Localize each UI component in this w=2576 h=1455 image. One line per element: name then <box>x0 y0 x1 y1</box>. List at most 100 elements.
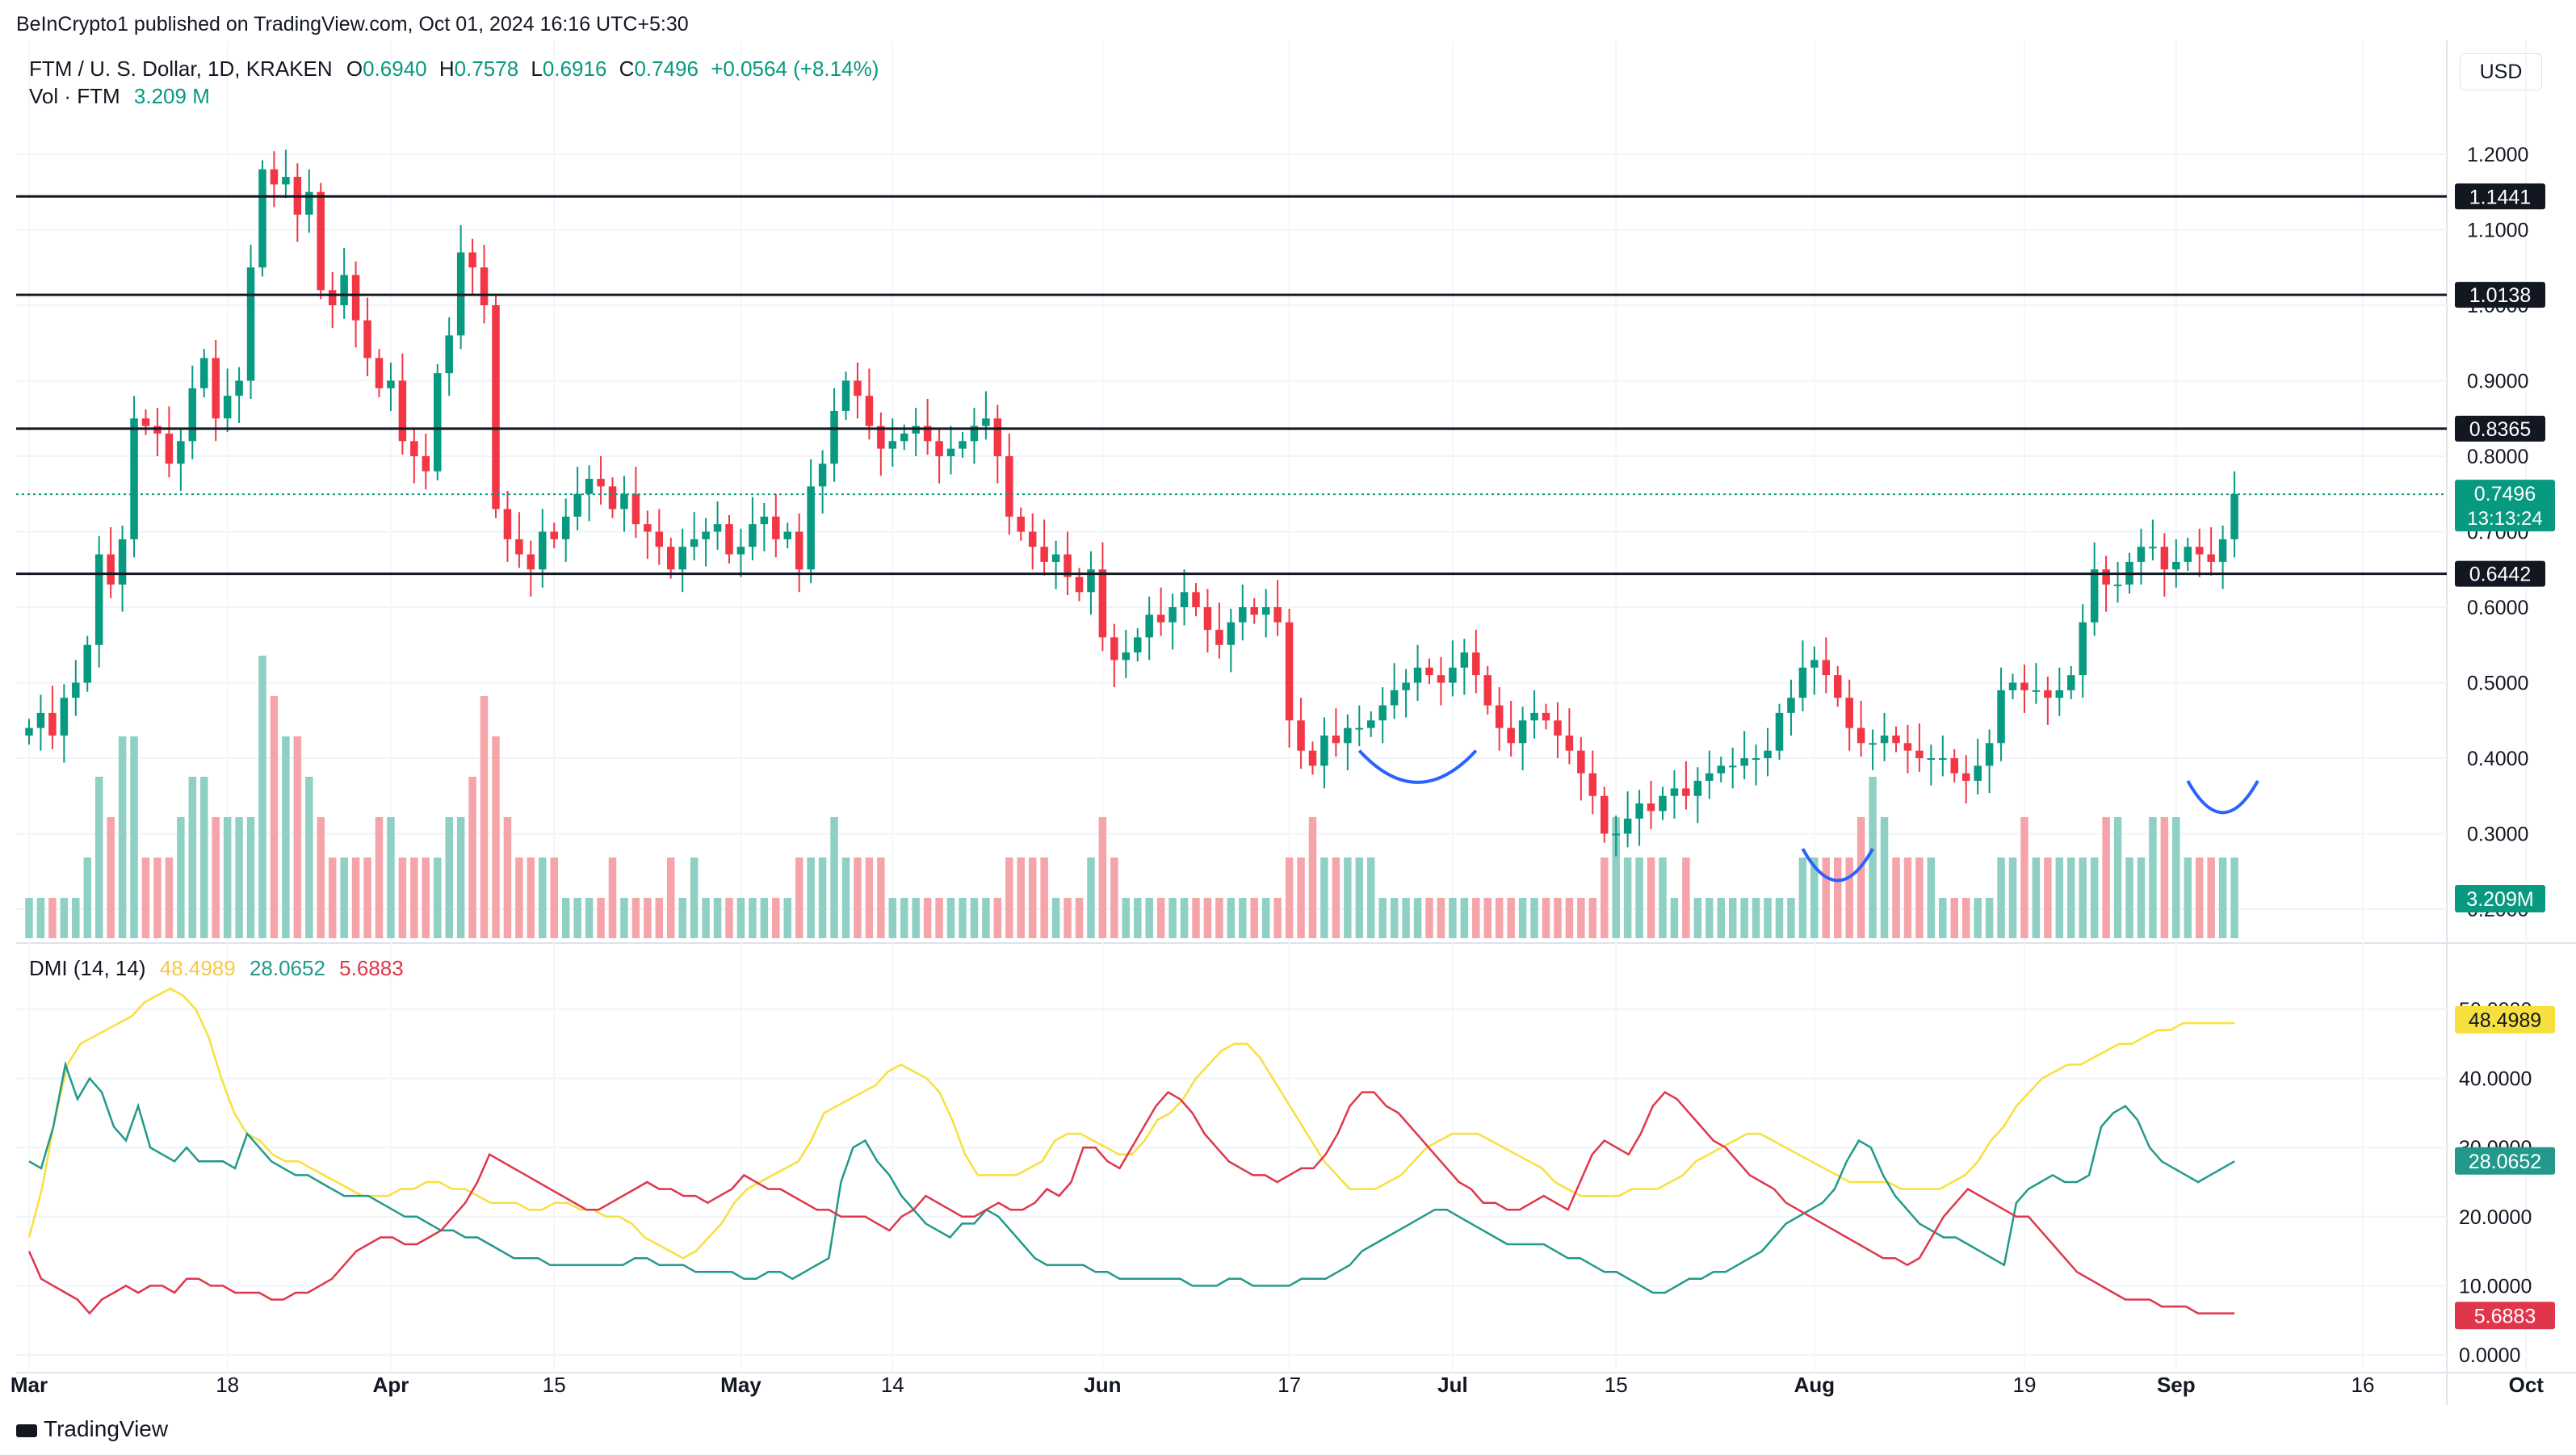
last-price-label: 0.7496 <box>2474 483 2536 505</box>
volume-bar <box>725 898 733 938</box>
volume-bar <box>1927 857 1936 938</box>
currency-button[interactable]: USD <box>2460 53 2542 90</box>
candle-body <box>865 396 874 426</box>
candle-body <box>1087 569 1095 593</box>
volume-bar <box>550 857 558 938</box>
candle-body <box>2160 547 2169 570</box>
candle-body <box>1250 607 1258 615</box>
candle-body <box>282 177 290 185</box>
volume-bar <box>1168 898 1177 938</box>
candle-body <box>1261 607 1270 615</box>
candle-body <box>1752 758 1760 760</box>
candle-body <box>749 524 757 547</box>
candle-body <box>1413 667 1422 683</box>
volume-bar <box>1110 857 1118 938</box>
volume-bar <box>468 777 476 938</box>
high-label: H <box>438 57 455 81</box>
candle-body <box>678 547 686 570</box>
tradingview-brand[interactable]: TradingView <box>16 1416 168 1442</box>
volume-bar <box>1518 898 1527 938</box>
candle-body <box>620 493 628 509</box>
candle-body <box>783 531 791 539</box>
volume-bar <box>1961 898 1970 938</box>
volume-bar <box>818 857 827 938</box>
candle-body <box>1822 660 1831 676</box>
volume-bar <box>130 736 138 938</box>
time-tick-label: Sep <box>2157 1373 2196 1397</box>
symbol-legend: FTM / U. S. Dollar, 1D, KRAKEN O0.6940 H… <box>29 57 879 82</box>
candle-body <box>1635 803 1643 819</box>
volume-bar <box>212 817 220 938</box>
candle-body <box>2230 493 2238 539</box>
volume-bar <box>1308 817 1317 938</box>
volume-bar <box>2020 817 2028 938</box>
candle-body <box>36 712 45 728</box>
candle-body <box>2044 690 2052 698</box>
volume-bar <box>877 857 885 938</box>
horizontal-levels[interactable] <box>16 195 2447 576</box>
candle-body <box>713 524 722 532</box>
candle-body <box>270 169 279 185</box>
volume-bar <box>200 777 208 938</box>
volume-bar <box>841 857 850 938</box>
minus-di-line <box>27 1091 2235 1315</box>
volume-bar <box>736 898 745 938</box>
candle-body <box>1215 630 1223 645</box>
candle-body <box>1939 758 1947 760</box>
volume-bar <box>2067 857 2075 938</box>
candle-body <box>561 516 570 539</box>
candle-body <box>317 191 325 291</box>
candle-body <box>2137 547 2146 562</box>
volume-bar <box>2079 857 2087 938</box>
volume-bar <box>1974 898 1982 938</box>
candle-body <box>351 275 360 321</box>
candle-body <box>1834 675 1842 698</box>
volume-bar <box>772 898 780 938</box>
volume-bar <box>177 817 185 938</box>
time-tick-label: May <box>720 1373 761 1397</box>
volume-bar <box>1939 898 1947 938</box>
price-tick-label: 0.5000 <box>2467 673 2528 695</box>
close-label: C <box>619 57 635 81</box>
adx-badge-label: 48.4989 <box>2469 1009 2541 1032</box>
price-tick-label: 1.1000 <box>2467 220 2528 242</box>
volume-bar <box>527 857 535 938</box>
time-tick-label: 17 <box>1278 1373 1301 1397</box>
candle-body <box>877 426 885 449</box>
price-level-badge <box>2455 183 2545 210</box>
candle-body <box>1892 735 1900 744</box>
volume-bar <box>1530 898 1538 938</box>
candle-body <box>585 479 594 494</box>
volume-bar <box>900 898 908 938</box>
candle-body <box>527 554 535 570</box>
candle-body <box>94 554 103 645</box>
open-value: 0.6940 <box>363 57 427 81</box>
candle-body <box>702 531 710 539</box>
candle-body <box>1554 720 1562 736</box>
candle-body <box>1974 765 1982 782</box>
candle-body <box>818 463 827 487</box>
plus-di-line <box>28 1060 2235 1294</box>
candle-body <box>1647 803 1655 811</box>
time-tick-label: 19 <box>2012 1373 2036 1397</box>
candle-body <box>1134 637 1142 653</box>
volume-bar <box>165 857 174 938</box>
candle-body <box>2184 547 2192 562</box>
candle-body <box>1601 795 1609 834</box>
volume-bar <box>1087 857 1095 938</box>
volume-bar <box>1320 857 1328 938</box>
volume-bar <box>235 817 243 938</box>
candle-body <box>2055 690 2064 698</box>
close-value: 0.7496 <box>634 57 699 81</box>
volume-bar <box>1834 857 1842 938</box>
volume-bar <box>830 817 838 938</box>
volume-bar <box>561 898 570 938</box>
volume-bar <box>1845 857 1853 938</box>
price-level-label: 0.6442 <box>2469 564 2531 586</box>
candle-body <box>631 493 640 525</box>
volume-bar <box>935 898 943 938</box>
brand-name: TradingView <box>44 1416 169 1441</box>
candle-body <box>48 712 57 736</box>
